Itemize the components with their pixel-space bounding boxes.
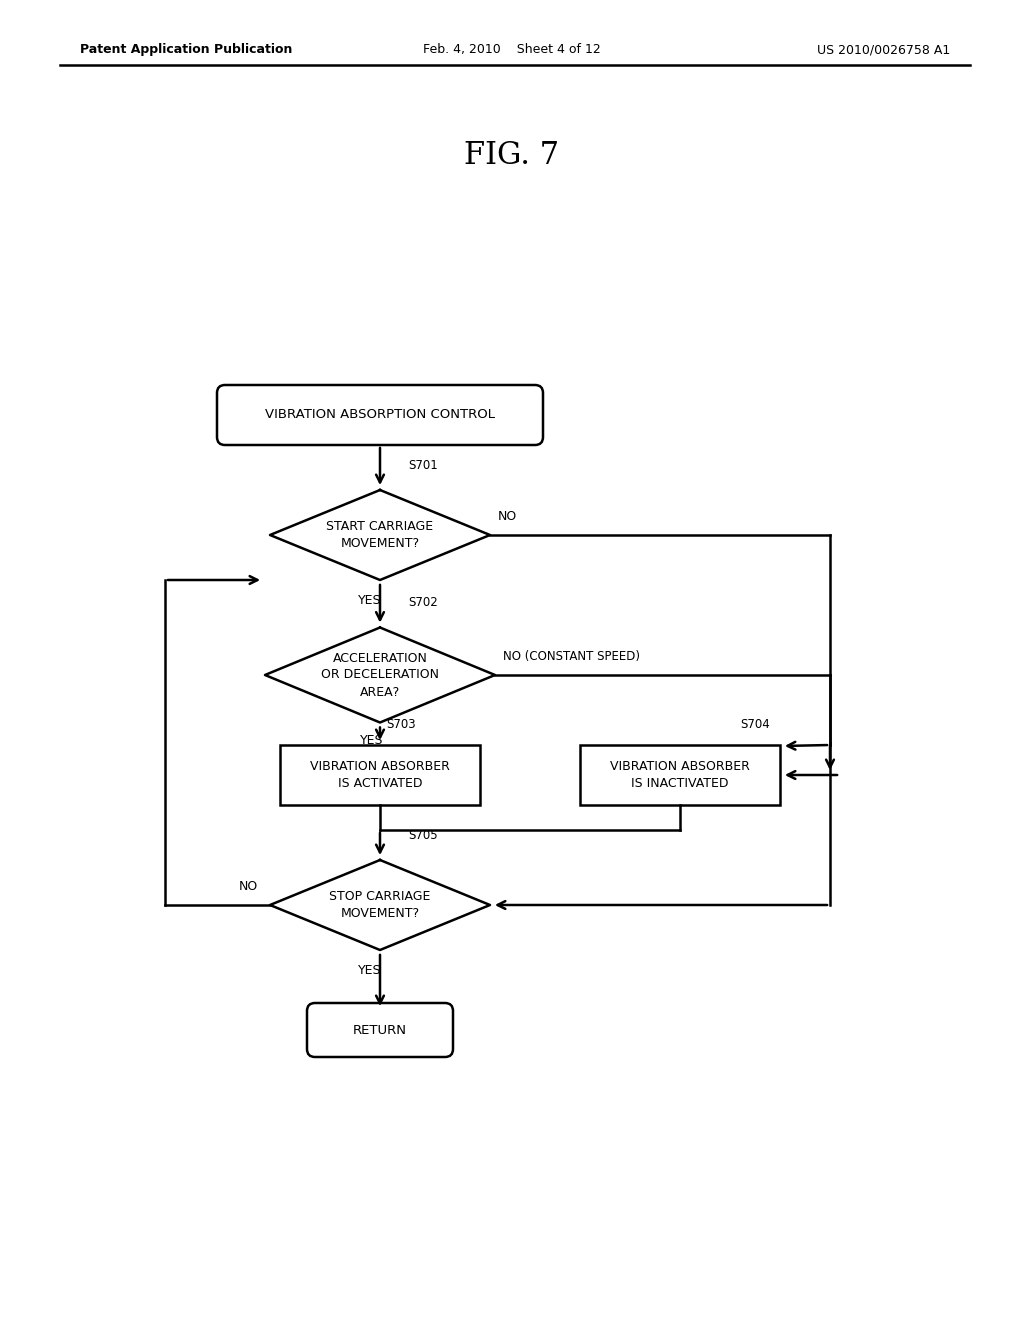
Text: VIBRATION ABSORBER
IS INACTIVATED: VIBRATION ABSORBER IS INACTIVATED <box>610 760 750 789</box>
Text: STOP CARRIAGE
MOVEMENT?: STOP CARRIAGE MOVEMENT? <box>330 890 431 920</box>
Text: NO: NO <box>239 880 258 894</box>
Text: Feb. 4, 2010    Sheet 4 of 12: Feb. 4, 2010 Sheet 4 of 12 <box>423 44 601 57</box>
Text: NO (CONSTANT SPEED): NO (CONSTANT SPEED) <box>503 649 640 663</box>
FancyBboxPatch shape <box>217 385 543 445</box>
Bar <box>580 744 780 805</box>
Text: VIBRATION ABSORPTION CONTROL: VIBRATION ABSORPTION CONTROL <box>265 408 495 421</box>
Text: YES: YES <box>358 594 382 607</box>
Text: ACCELERATION
OR DECELERATION
AREA?: ACCELERATION OR DECELERATION AREA? <box>321 652 439 698</box>
Text: VIBRATION ABSORBER
IS ACTIVATED: VIBRATION ABSORBER IS ACTIVATED <box>310 760 450 789</box>
Text: YES: YES <box>358 964 382 977</box>
FancyBboxPatch shape <box>307 1003 453 1057</box>
Text: START CARRIAGE
MOVEMENT?: START CARRIAGE MOVEMENT? <box>327 520 433 550</box>
Text: Patent Application Publication: Patent Application Publication <box>80 44 293 57</box>
Text: YES: YES <box>360 734 384 747</box>
Text: S701: S701 <box>408 459 437 473</box>
Text: S702: S702 <box>408 597 437 610</box>
Text: S704: S704 <box>740 718 770 731</box>
Text: NO: NO <box>498 510 517 523</box>
Text: US 2010/0026758 A1: US 2010/0026758 A1 <box>817 44 950 57</box>
Text: FIG. 7: FIG. 7 <box>465 140 559 170</box>
Text: S705: S705 <box>408 829 437 842</box>
Text: S703: S703 <box>386 718 416 731</box>
Text: RETURN: RETURN <box>353 1023 407 1036</box>
Bar <box>280 744 480 805</box>
